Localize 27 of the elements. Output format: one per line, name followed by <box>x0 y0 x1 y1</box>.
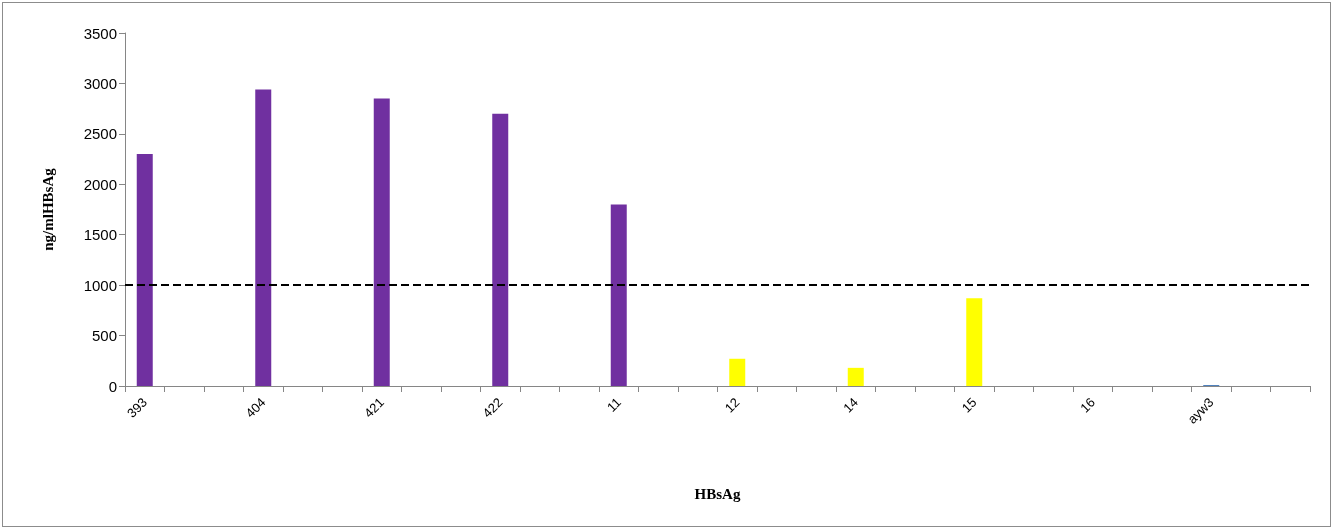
y-tick-label: 1000 <box>83 276 117 294</box>
bar <box>847 367 864 386</box>
x-axis-title: HBsAg <box>694 485 741 502</box>
x-tick-label: 422 <box>479 394 506 421</box>
bar <box>136 154 153 386</box>
x-tick-label: 421 <box>361 394 388 421</box>
y-tick-label: 2500 <box>83 125 117 143</box>
bar <box>966 298 983 386</box>
bar <box>373 98 390 386</box>
bar <box>255 89 272 386</box>
x-tick-label: 393 <box>124 394 151 421</box>
y-tick-label: 3000 <box>83 74 117 92</box>
x-tick-label: 404 <box>242 394 269 421</box>
y-tick-label: 1500 <box>83 226 117 244</box>
x-tick-label: 12 <box>721 394 743 416</box>
x-tick-label: 11 <box>603 394 625 415</box>
y-axis-title: ng/mlHBsAg <box>39 167 56 251</box>
bar <box>610 204 627 386</box>
x-tick-label: 14 <box>840 394 862 416</box>
x-tick-label: 16 <box>1077 394 1099 416</box>
y-tick-label: 2000 <box>83 175 117 193</box>
y-tick-label: 0 <box>108 377 117 395</box>
y-tick-label: 500 <box>91 327 117 345</box>
x-tick-label: 15 <box>958 394 980 416</box>
bar <box>729 358 746 386</box>
y-tick-label: 3500 <box>83 24 117 42</box>
bar <box>492 113 509 386</box>
